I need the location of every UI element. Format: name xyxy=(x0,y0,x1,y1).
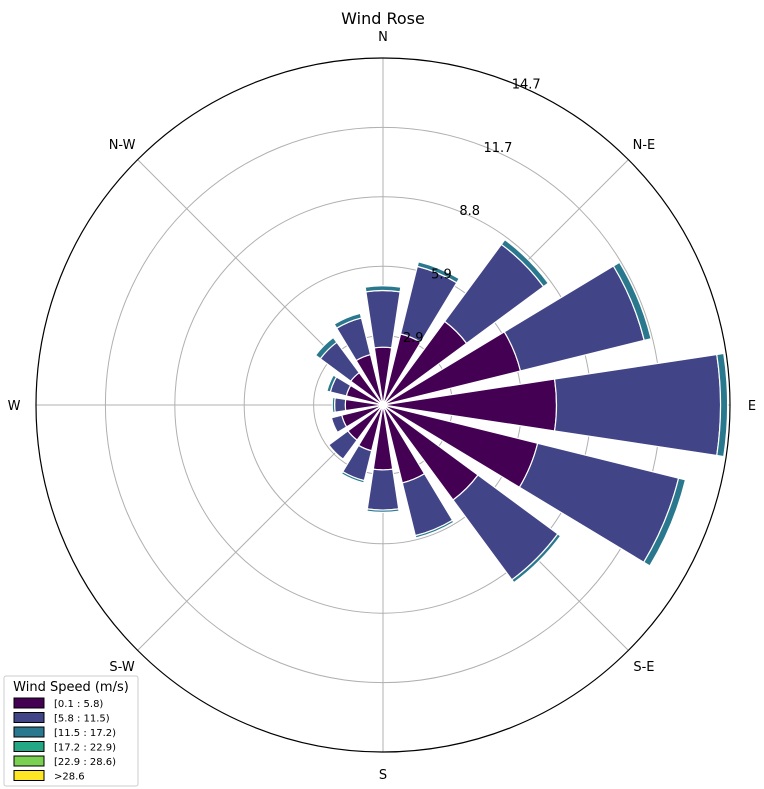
legend-label: [22.9 : 28.6) xyxy=(54,757,116,768)
bar-segment xyxy=(334,397,347,413)
direction-label: S xyxy=(379,768,387,783)
bar-segment xyxy=(366,468,400,511)
legend-label: [5.8 : 11.5) xyxy=(54,714,110,725)
outer-ring xyxy=(35,57,731,753)
bar-segment xyxy=(365,289,401,349)
radial-tick-label: 14.7 xyxy=(512,77,541,92)
legend-swatch xyxy=(13,770,45,781)
legend-label: >28.6 xyxy=(54,772,85,783)
bar-segment xyxy=(330,414,348,434)
bars xyxy=(314,238,729,584)
bar-segment xyxy=(364,285,402,293)
direction-label: W xyxy=(8,399,21,414)
direction-label: S-W xyxy=(109,660,134,675)
bar-segment xyxy=(326,374,338,393)
chart-title: Wind Rose xyxy=(341,9,425,28)
legend-label: [0.1 : 5.8) xyxy=(54,699,103,710)
legend-swatch xyxy=(13,755,45,767)
legend-swatch xyxy=(13,697,45,709)
direction-label: N xyxy=(378,30,388,45)
bar-segment xyxy=(314,336,338,360)
bar-segment xyxy=(716,352,729,458)
direction-label: N-E xyxy=(633,138,656,153)
bar-segment xyxy=(511,533,562,584)
legend-swatch xyxy=(13,741,45,752)
bar-segment xyxy=(612,261,652,342)
legend-swatch xyxy=(13,726,45,738)
direction-label: S-E xyxy=(633,660,654,675)
direction-label: E xyxy=(748,399,756,414)
legend-title: Wind Speed (m/s) xyxy=(13,680,129,695)
bar-segment xyxy=(382,378,558,432)
radial-tick-label: 8.8 xyxy=(459,204,480,219)
legend-label: [17.2 : 22.9) xyxy=(54,743,116,754)
bar-segment xyxy=(333,312,363,330)
legend-label: [11.5 : 17.2) xyxy=(54,728,116,739)
bar-segment xyxy=(553,353,722,457)
bar-segment xyxy=(642,477,687,567)
bar-segment xyxy=(414,519,455,539)
radial-tick-label: 5.9 xyxy=(431,268,452,283)
legend-swatch xyxy=(13,712,45,723)
bar-segment xyxy=(500,238,550,288)
radial-tick-label: 2.9 xyxy=(403,331,424,346)
bar-segment xyxy=(416,261,461,284)
axis-labels: N N-E E S-E S S-W W N-W 2.9 5.9 8.8 11.7 14.7 xyxy=(8,30,757,783)
legend: Wind Speed (m/s) [0.1 : 5.8) [5.8 : 11.5)… xyxy=(3,675,139,787)
bar-segment xyxy=(328,430,358,460)
bar-segment xyxy=(366,508,400,514)
direction-label: N-W xyxy=(109,138,136,153)
radial-tick-label: 11.7 xyxy=(483,141,512,156)
bar-segment xyxy=(340,470,366,484)
bar-segment xyxy=(331,396,336,414)
